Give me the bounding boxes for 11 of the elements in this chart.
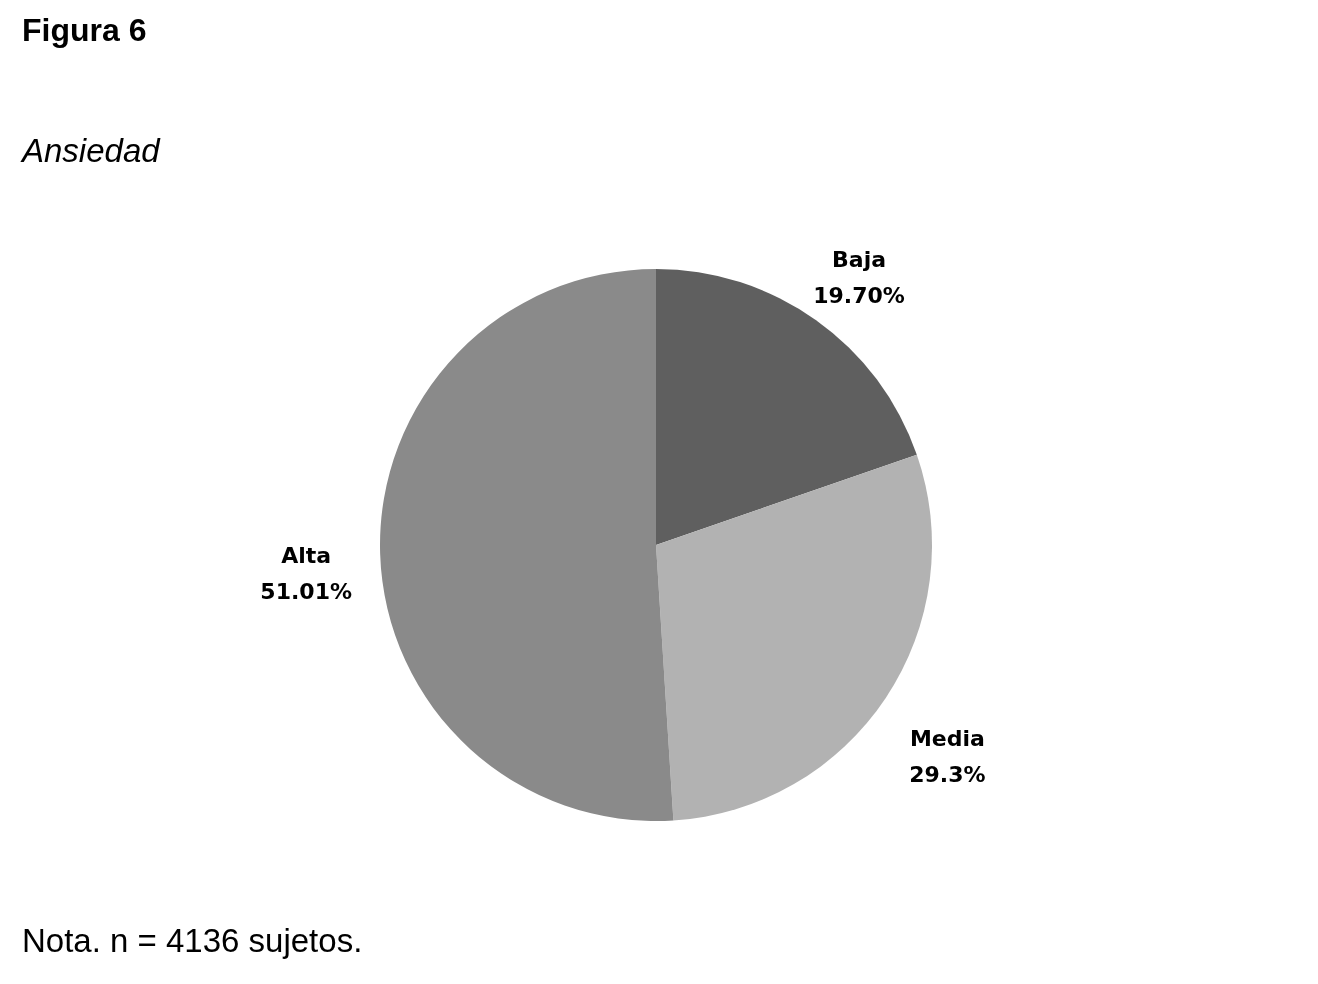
data-label: 29.3%	[909, 761, 986, 787]
slice-label: Alta	[281, 543, 332, 569]
chart-title: Figura 6	[22, 12, 147, 49]
chart-subtitle: Ansiedad	[22, 132, 160, 170]
text: Nota. n = 4136 sujetos.	[22, 922, 363, 960]
slice-label: Baja	[832, 246, 887, 272]
slice-label: Media	[909, 725, 985, 751]
data-label: 19.70%	[813, 282, 905, 308]
pie-slice	[380, 269, 674, 821]
pie-slice	[656, 269, 917, 545]
data-label: 51.01%	[260, 579, 352, 605]
